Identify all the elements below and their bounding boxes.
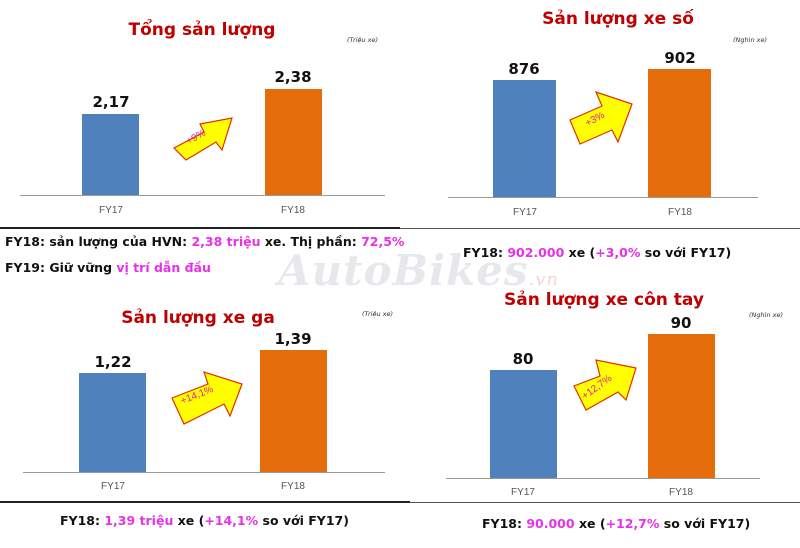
bar-value-fy18: 2,38 [274,68,312,86]
bar-value-fy17: 2,17 [92,93,130,111]
bar-value-fy17: 80 [512,350,534,368]
x-tick-fy18: FY18 [281,205,305,216]
note-text: xe ( [564,245,596,260]
note-total-line2: FY19: Giữ vững vị trí dẫn đầu [5,260,211,275]
note-highlight: +12,7% [605,516,660,531]
bar-fy17 [82,114,139,195]
note-text: so với FY17) [659,516,751,531]
bar-value-fy18: 90 [670,314,692,332]
note-text: FY18: [482,516,527,531]
bar-fy18 [648,69,711,197]
note-text: xe. Thị phần: [260,234,362,249]
note-highlight: 1,39 triệu [104,513,174,528]
unit-label: (Triệu xe) [362,310,394,318]
divider-bottom-right [410,502,800,503]
growth-arrow-icon [173,117,233,161]
note-highlight: 902.000 [507,245,565,260]
bar-fy17 [490,370,557,478]
x-tick-fy17: FY17 [99,205,123,216]
chart-title: Tổng sản lượng [128,20,276,40]
bar-fy17 [79,373,146,472]
watermark-suffix: .vn [528,269,559,290]
chart-title: Sản lượng xe ga [121,308,275,328]
bar-fy18 [260,350,327,472]
divider-bottom-left [0,501,410,503]
divider-top-left [0,227,400,229]
note-highlight: +3,0% [595,245,641,260]
unit-label: (Nghìn xe) [749,311,784,319]
growth-arrow-icon [171,371,243,425]
note-underbone: FY18: 902.000 xe (+3,0% so với FY17) [463,245,731,260]
note-total-line1: FY18: sản lượng của HVN: 2,38 triệu xe. … [5,234,404,249]
note-text: xe ( [173,513,205,528]
bar-fy18 [265,89,322,195]
note-text: so với FY17) [258,513,349,528]
note-text: FY18: [463,245,508,260]
bar-fy18 [648,334,715,478]
bar-value-fy17: 876 [508,60,540,78]
growth-arrow-icon [573,359,637,411]
x-tick-fy17: FY17 [513,207,537,218]
divider-top-right [400,228,800,229]
note-text: FY18: [60,513,105,528]
note-text: so với FY17) [640,245,732,260]
x-axis [20,195,385,196]
bar-fy17 [493,80,556,197]
bar-value-fy18: 902 [664,49,696,67]
watermark-logo: AutoBikes.vn [278,246,559,295]
chart-title: Sản lượng xe côn tay [504,290,704,310]
note-highlight: vị trí dẫn đầu [116,260,211,275]
x-tick-fy18: FY18 [669,487,693,498]
note-text: FY18: sản lượng của HVN: [5,234,192,249]
watermark-text: AutoBikes [278,246,529,295]
note-highlight: 90.000 [526,516,575,531]
note-manual: FY18: 90.000 xe (+12,7% so với FY17) [482,516,750,531]
unit-label: (Nghìn xe) [733,36,768,44]
chart-title: Sản lượng xe số [542,9,694,29]
x-tick-fy18: FY18 [281,481,305,492]
x-tick-fy17: FY17 [101,481,125,492]
note-text: xe ( [574,516,606,531]
note-highlight: 2,38 triệu [191,234,261,249]
bar-value-fy18: 1,39 [274,330,312,348]
x-axis [23,472,385,473]
note-text: FY19: Giữ vững [5,260,117,275]
x-axis [448,197,758,198]
growth-arrow-icon [569,91,633,145]
x-axis [446,478,760,479]
unit-label: (Triệu xe) [347,36,379,44]
bar-value-fy17: 1,22 [94,353,132,371]
note-scooter: FY18: 1,39 triệu xe (+14,1% so với FY17) [60,513,349,528]
note-highlight: 72,5% [361,234,405,249]
x-tick-fy17: FY17 [511,487,535,498]
note-highlight: +14,1% [204,513,259,528]
x-tick-fy18: FY18 [668,207,692,218]
